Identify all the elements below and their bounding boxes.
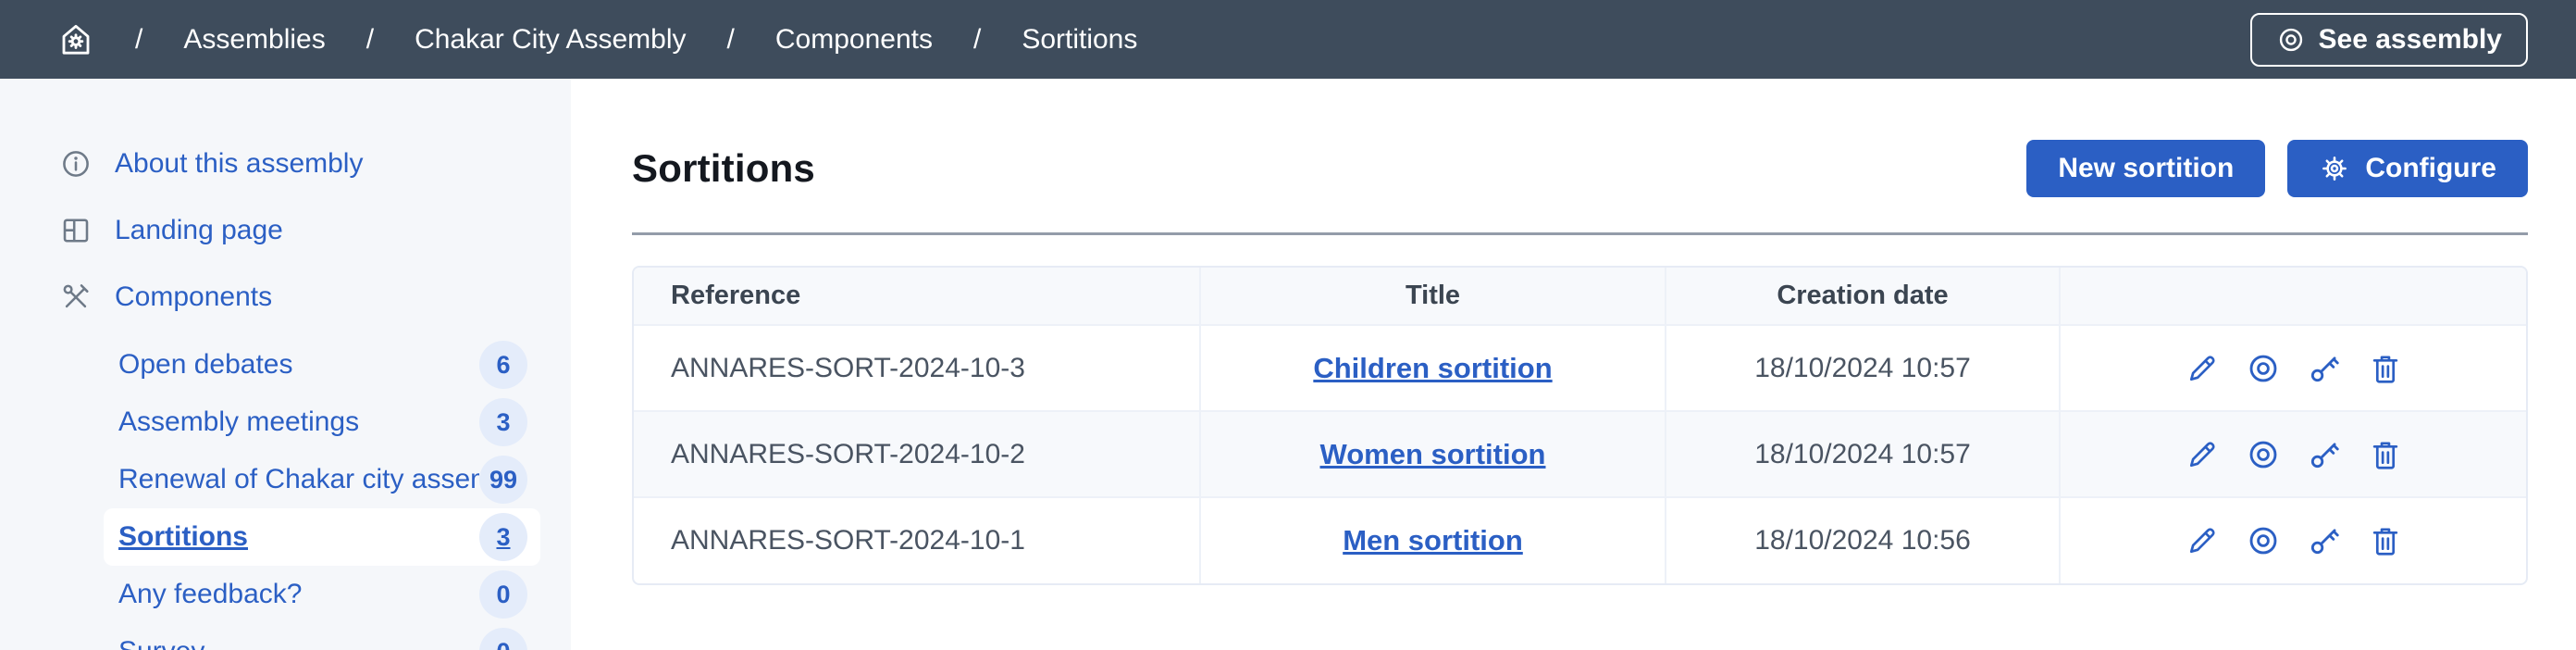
eye-icon [2276, 25, 2306, 55]
column-header-creation-date: Creation date [1666, 268, 2061, 325]
sidebar-item-sortitions[interactable]: Sortitions 3 [104, 508, 540, 566]
breadcrumb-components[interactable]: Components [774, 23, 933, 55]
delete-trash-icon[interactable] [2368, 437, 2403, 472]
breadcrumb-separator: / [135, 23, 143, 55]
new-sortition-button[interactable]: New sortition [2026, 140, 2266, 197]
table-row: ANNARES-SORT-2024-10-1 Men sortition 18/… [634, 496, 2526, 583]
sidebar-item-label: About this assembly [115, 148, 364, 179]
breadcrumb-separator: / [365, 23, 375, 55]
delete-trash-icon[interactable] [2368, 523, 2403, 558]
count-badge: 6 [479, 341, 527, 389]
see-assembly-label: See assembly [2318, 23, 2502, 55]
preview-icon[interactable] [2246, 351, 2281, 386]
sortitions-table: Reference Title Creation date ANNARES-SO… [632, 266, 2528, 585]
components-list: Open debates 6 Assembly meetings 3 Renew… [0, 336, 571, 650]
count-badge: 3 [479, 398, 527, 446]
see-assembly-button[interactable]: See assembly [2249, 12, 2528, 67]
title-divider [632, 232, 2528, 235]
cell-creation-date: 18/10/2024 10:57 [1666, 324, 2061, 411]
gear-icon [2319, 153, 2350, 184]
component-label: Assembly meetings [118, 406, 360, 437]
sidebar-item-label: Landing page [115, 215, 283, 245]
cell-creation-date: 18/10/2024 10:56 [1666, 496, 2061, 583]
table-row: ANNARES-SORT-2024-10-3 Children sortitio… [634, 324, 2526, 411]
table-row: ANNARES-SORT-2024-10-2 Women sortition 1… [634, 410, 2526, 497]
preview-icon[interactable] [2246, 523, 2281, 558]
configure-button[interactable]: Configure [2287, 140, 2528, 197]
column-header-title: Title [1200, 268, 1666, 325]
edit-icon[interactable] [2185, 523, 2220, 558]
info-icon [59, 147, 93, 181]
count-badge: 0 [479, 570, 527, 619]
breadcrumb-sortitions[interactable]: Sortitions [1022, 23, 1138, 55]
tools-icon [59, 281, 93, 314]
breadcrumb-assembly[interactable]: Chakar City Assembly [415, 23, 687, 55]
component-label: Sortitions [118, 521, 248, 552]
sidebar-item-renewal[interactable]: Renewal of Chakar city assembly 99 [104, 451, 540, 508]
breadcrumb-assemblies[interactable]: Assemblies [183, 23, 326, 55]
component-label: Open debates [118, 349, 293, 380]
permissions-key-icon[interactable] [2307, 523, 2342, 558]
sidebar-item-label: Components [115, 281, 273, 312]
permissions-key-icon[interactable] [2307, 351, 2342, 386]
column-header-actions [2060, 268, 2526, 325]
breadcrumb-separator: / [726, 23, 735, 55]
sidebar-item-open-debates[interactable]: Open debates 6 [104, 336, 540, 394]
count-badge: 99 [479, 456, 527, 504]
sidebar-item-survey[interactable]: Survey 0 [104, 623, 540, 650]
sidebar-item-components[interactable]: Components [0, 264, 571, 331]
sortition-title-link[interactable]: Men sortition [1343, 524, 1523, 556]
sidebar-item-about[interactable]: About this assembly [0, 131, 571, 197]
cell-reference: ANNARES-SORT-2024-10-3 [634, 324, 1201, 411]
component-label: Survey [118, 636, 479, 650]
sidebar-item-assembly-meetings[interactable]: Assembly meetings 3 [104, 394, 540, 451]
sidebar-item-landing-page[interactable]: Landing page [0, 197, 571, 264]
cell-creation-date: 18/10/2024 10:57 [1666, 410, 2061, 497]
component-label: Any feedback? [118, 579, 303, 609]
cell-reference: ANNARES-SORT-2024-10-2 [634, 410, 1201, 497]
edit-icon[interactable] [2185, 351, 2220, 386]
configure-label: Configure [2365, 153, 2496, 183]
permissions-key-icon[interactable] [2307, 437, 2342, 472]
breadcrumb-separator: / [972, 23, 982, 55]
sortition-title-link[interactable]: Women sortition [1319, 437, 1546, 470]
breadcrumb-bar: / Assemblies / Chakar City Assembly / Co… [0, 0, 2576, 79]
cell-reference: ANNARES-SORT-2024-10-1 [634, 496, 1201, 583]
count-badge: 3 [479, 513, 527, 561]
new-sortition-label: New sortition [2058, 153, 2235, 183]
delete-trash-icon[interactable] [2368, 351, 2403, 386]
component-label: Renewal of Chakar city assembly [118, 464, 479, 494]
sidebar-item-any-feedback[interactable]: Any feedback? 0 [104, 566, 540, 623]
edit-icon[interactable] [2185, 437, 2220, 472]
layout-icon [59, 214, 93, 247]
count-badge: 0 [479, 628, 527, 650]
page-title: Sortitions [632, 146, 815, 190]
preview-icon[interactable] [2246, 437, 2281, 472]
column-header-reference: Reference [634, 268, 1201, 325]
sortition-title-link[interactable]: Children sortition [1313, 351, 1553, 384]
home-icon[interactable] [57, 21, 94, 58]
main-content: Sortitions New sortition Configure [571, 79, 2576, 650]
sidebar: About this assembly Landing page Compone… [0, 79, 571, 650]
